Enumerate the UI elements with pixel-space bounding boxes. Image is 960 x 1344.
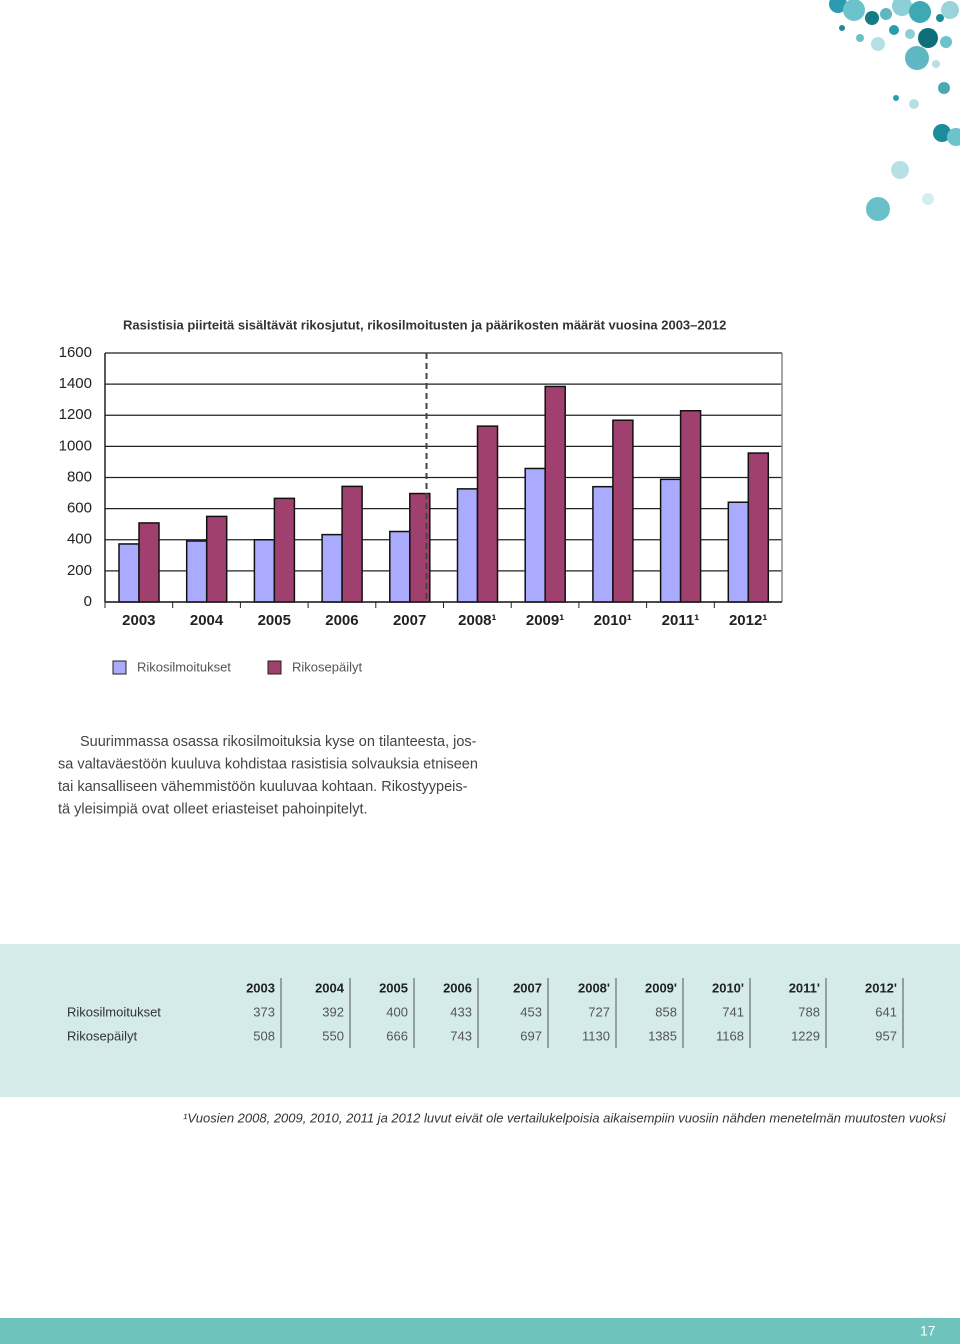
table-header: 2006	[443, 980, 472, 995]
table-cell: 373	[253, 1004, 275, 1019]
x-tick-label: 2012¹	[729, 612, 767, 629]
bar	[727, 501, 750, 603]
y-tick-label: 1000	[59, 437, 92, 454]
x-tick-label: 2007	[393, 612, 426, 629]
bar	[679, 409, 702, 603]
y-tick-label: 1600	[59, 344, 92, 361]
y-tick-label: 800	[67, 468, 92, 485]
y-tick-label: 0	[84, 593, 92, 610]
table-header: 2005	[379, 980, 408, 995]
table-header: 2008'	[578, 980, 610, 995]
bar	[524, 467, 546, 603]
y-tick-label: 200	[67, 562, 92, 579]
table-cell: 741	[722, 1004, 744, 1019]
chart-title: Rasistisia piirteitä sisältävät rikosjut…	[123, 317, 726, 332]
table-header: 2009'	[645, 980, 677, 995]
page-number: 17	[920, 1323, 936, 1339]
bar	[118, 543, 140, 603]
x-tick-label: 2003	[122, 612, 155, 629]
bar	[273, 497, 296, 603]
y-tick-label: 400	[67, 531, 92, 548]
table-cell: 400	[386, 1004, 408, 1019]
bar	[138, 522, 160, 603]
table-cell: 433	[450, 1004, 472, 1019]
table-background	[0, 944, 960, 1097]
x-tick-label: 2005	[258, 612, 291, 629]
x-tick-label: 2008¹	[458, 612, 496, 629]
table-cell: 392	[322, 1004, 344, 1019]
legend-label: Rikosepäilyt	[292, 659, 362, 674]
bar	[389, 530, 411, 603]
table-header: 2010'	[712, 980, 744, 995]
bar	[185, 540, 208, 603]
table-header: 2003	[246, 980, 275, 995]
table-cell: 1229	[791, 1028, 820, 1043]
row-label: Rikosilmoitukset	[67, 1004, 161, 1019]
bar	[341, 485, 363, 603]
paragraph-line: tai kansalliseen vähemmistöön kuuluvaa k…	[58, 779, 468, 795]
table-header: 2012'	[865, 980, 897, 995]
legend-swatch	[112, 660, 127, 675]
table-cell: 957	[875, 1028, 897, 1043]
paragraph-line: tä yleisimpiä ovat olleet eriasteiset pa…	[58, 801, 368, 817]
y-tick-label: 600	[67, 500, 92, 517]
row-label: Rikosepäilyt	[67, 1028, 137, 1043]
y-tick-label: 1200	[59, 406, 92, 423]
table-cell: 788	[798, 1004, 820, 1019]
bar	[456, 488, 479, 603]
table-cell: 550	[322, 1028, 344, 1043]
bar	[205, 515, 228, 603]
bar	[476, 425, 499, 603]
legend-swatch	[267, 660, 282, 675]
table-header: 2004	[315, 980, 345, 995]
table-cell: 453	[520, 1004, 542, 1019]
footer-bar	[0, 1318, 960, 1344]
x-tick-label: 2004	[190, 612, 224, 629]
table-cell: 743	[450, 1028, 472, 1043]
y-tick-label: 1400	[59, 375, 92, 392]
table-cell: 858	[655, 1004, 677, 1019]
x-tick-label: 2010¹	[594, 612, 632, 629]
x-tick-label: 2009¹	[526, 612, 564, 629]
bar	[612, 419, 634, 603]
table-cell: 508	[253, 1028, 275, 1043]
paragraph-line: sa valtaväestöön kuuluva kohdistaa rasis…	[58, 756, 478, 772]
table-header: 2007	[513, 980, 542, 995]
table-cell: 697	[520, 1028, 542, 1043]
table-cell: 727	[588, 1004, 610, 1019]
x-tick-label: 2006	[325, 612, 358, 629]
footnote: ¹Vuosien 2008, 2009, 2010, 2011 ja 2012 …	[183, 1110, 947, 1125]
x-tick-label: 2011¹	[662, 612, 700, 629]
bar	[747, 452, 770, 603]
legend-label: Rikosilmoitukset	[137, 659, 231, 674]
bar	[659, 478, 682, 603]
table-header: 2011'	[789, 980, 820, 995]
table-cell: 666	[386, 1028, 408, 1043]
bar	[253, 539, 276, 603]
paragraph-line: Suurimmassa osassa rikosilmoituksia kyse…	[80, 734, 477, 750]
table-cell: 641	[875, 1004, 897, 1019]
table-cell: 1168	[716, 1028, 744, 1043]
bar	[592, 485, 614, 603]
table-cell: 1130	[582, 1028, 610, 1043]
table-cell: 1385	[648, 1028, 677, 1043]
bar	[321, 533, 343, 603]
decoration	[829, 0, 960, 221]
bar	[544, 385, 566, 603]
